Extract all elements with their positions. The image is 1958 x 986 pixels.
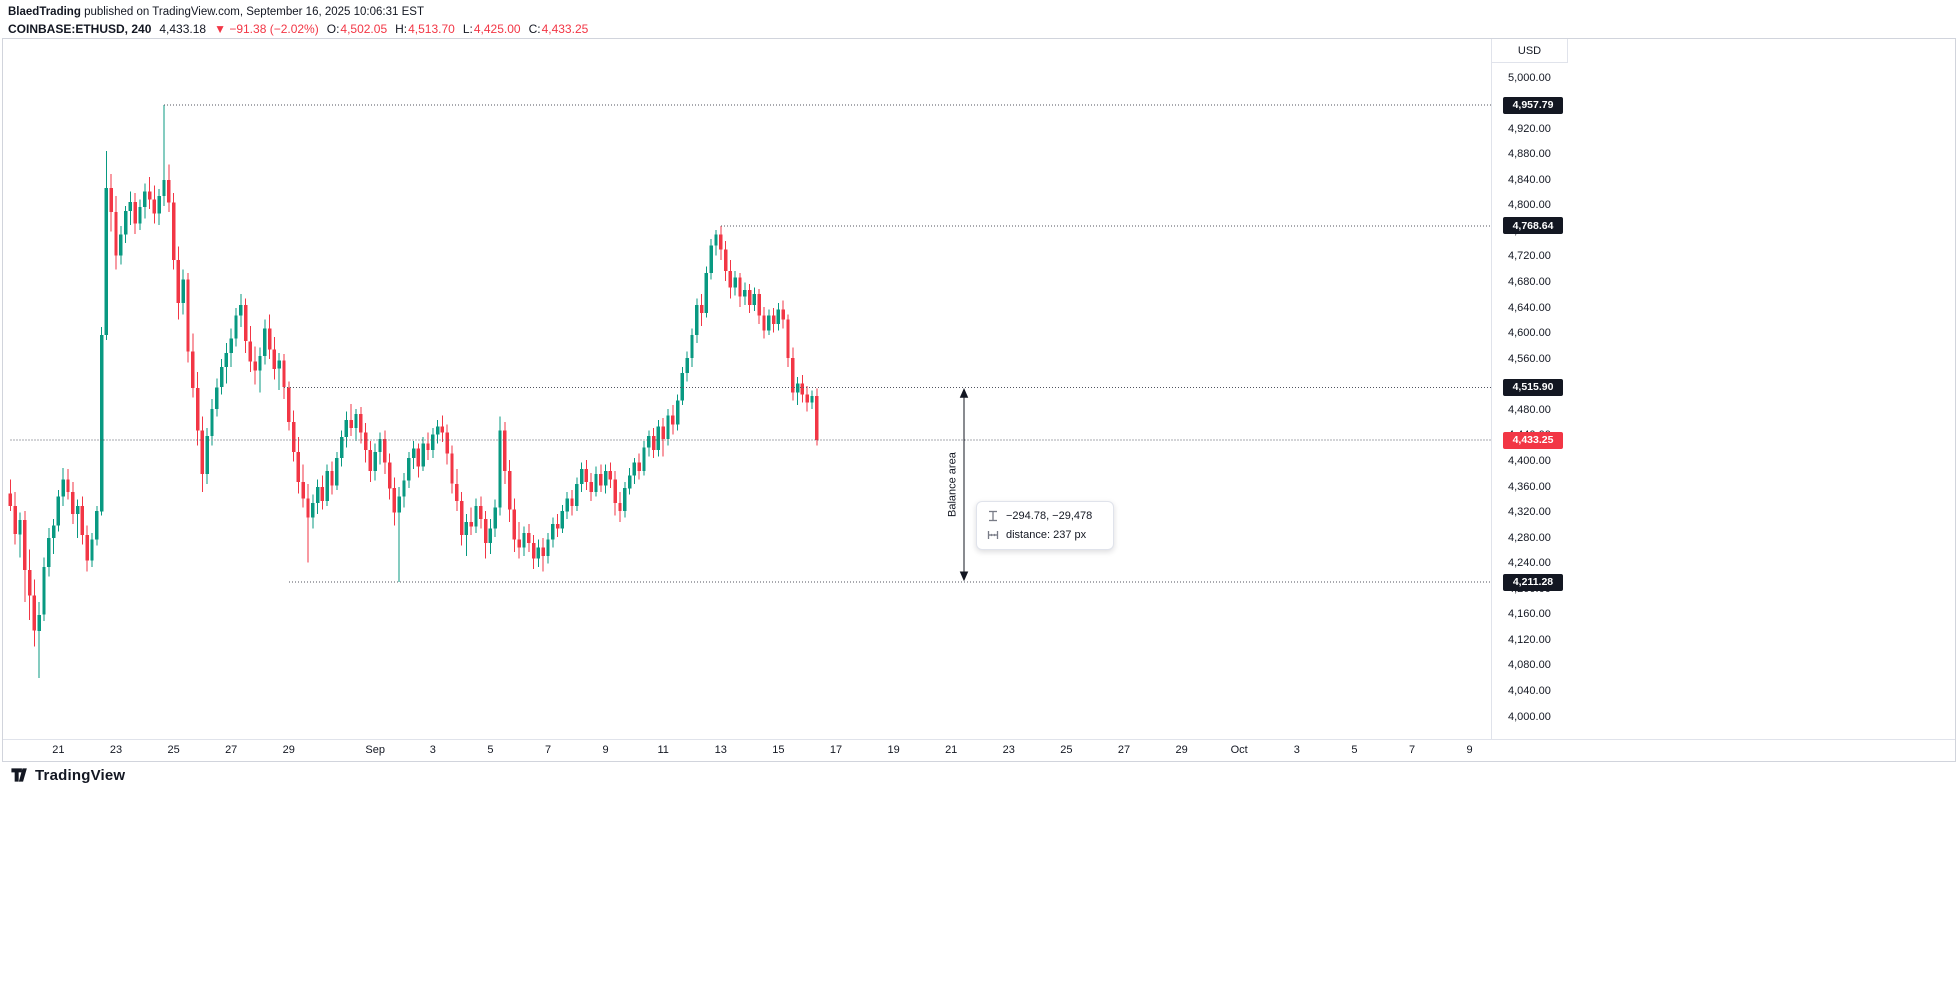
time-tick-label: 3 xyxy=(429,744,436,756)
time-tick-label: 11 xyxy=(657,744,669,756)
time-tick-label: 29 xyxy=(1175,744,1188,756)
distance-icon xyxy=(987,529,999,541)
footer: TradingView xyxy=(10,765,125,785)
open-value: O: 4,502.05 xyxy=(326,22,388,36)
price-tick-label: 4,000.00 xyxy=(1508,710,1551,723)
level-price-badge: 4,768.64 xyxy=(1503,217,1563,235)
time-tick-label: 19 xyxy=(887,744,900,756)
author-name[interactable]: BlaedTrading xyxy=(8,6,81,18)
chart-frame: USD 4,000.00 4,040.00 4,080.00 4,120.00 4,16… xyxy=(2,38,1956,762)
measure-price-row: −294.78, −29,478 xyxy=(987,510,1103,522)
attribution-line: BlaedTrading published on TradingView.co… xyxy=(8,5,588,19)
time-tick-label: Oct xyxy=(1230,744,1248,756)
price-tick-label: 4,600.00 xyxy=(1508,327,1551,340)
time-tick-label: 29 xyxy=(282,744,295,756)
time-tick-label: 23 xyxy=(109,744,123,756)
time-axis-separator xyxy=(3,739,1955,740)
last-price: 4,433.18 xyxy=(159,22,207,36)
price-tick-label: 4,800.00 xyxy=(1508,199,1551,212)
time-tick-label: 5 xyxy=(487,744,494,756)
candles-layer xyxy=(8,105,819,678)
change-value: −91.38 (−2.02%) xyxy=(229,22,319,36)
last-price-badge: 4,433.25 xyxy=(1503,431,1563,449)
time-tick-label: 5 xyxy=(1351,744,1358,756)
price-tick-label: 4,120.00 xyxy=(1508,633,1551,646)
time-tick-label: 9 xyxy=(1466,744,1473,756)
price-tick-label: 4,560.00 xyxy=(1508,352,1551,365)
balance-area-label[interactable]: Balance area xyxy=(946,452,959,518)
time-tick-label: 3 xyxy=(1293,744,1300,756)
symbol-info-line: COINBASE:ETHUSD, 240 4,433.18 ▼ −91.38 (… xyxy=(8,21,588,37)
price-tick-label: 4,920.00 xyxy=(1508,122,1551,135)
time-tick-label: 27 xyxy=(1117,744,1131,756)
price-tick-label: 4,360.00 xyxy=(1508,480,1551,493)
price-tick-label: 4,720.00 xyxy=(1508,250,1551,263)
time-tick-label: 15 xyxy=(772,744,785,756)
time-tick-label: 9 xyxy=(602,744,609,756)
close-value: C: 4,433.25 xyxy=(528,22,589,36)
measure-tooltip: −294.78, −29,478 distance: 237 px xyxy=(976,501,1114,550)
measure-values: −294.78, −29,478 xyxy=(1006,510,1093,522)
high-value: H: 4,513.70 xyxy=(395,22,455,36)
price-tick-label: 4,160.00 xyxy=(1508,608,1551,621)
time-tick-label: 7 xyxy=(544,744,552,756)
time-tick-label: 21 xyxy=(52,744,65,756)
level-price-badge: 4,957.79 xyxy=(1503,96,1563,114)
price-tick-label: 4,040.00 xyxy=(1508,684,1551,697)
published-text: published on TradingView.com, September … xyxy=(84,6,424,18)
time-tick-label: 27 xyxy=(225,744,238,756)
price-tick-label: 5,000.00 xyxy=(1508,71,1551,84)
price-tick-label: 4,080.00 xyxy=(1508,659,1551,672)
price-tick-label: 4,840.00 xyxy=(1508,173,1551,186)
price-tick-label: 4,480.00 xyxy=(1508,403,1551,416)
tradingview-logo-icon[interactable] xyxy=(10,765,30,785)
price-tick-label: 4,680.00 xyxy=(1508,276,1551,288)
symbol-title[interactable]: COINBASE:ETHUSD, 240 xyxy=(8,22,152,36)
balance-area-arrow[interactable] xyxy=(959,388,969,582)
price-change: ▼ −91.38 (−2.02%) xyxy=(214,21,319,37)
distance-value: distance: 237 px xyxy=(1006,529,1087,541)
time-tick-label: 17 xyxy=(829,744,843,756)
time-tick-label: 21 xyxy=(945,744,958,756)
price-range-icon xyxy=(987,510,999,522)
tradingview-brand[interactable]: TradingView xyxy=(35,766,126,784)
time-tick-label: 13 xyxy=(714,744,727,756)
price-tick-label: 4,640.00 xyxy=(1508,301,1551,314)
price-tick-label: 4,400.00 xyxy=(1508,454,1551,467)
price-tick-label: 4,240.00 xyxy=(1508,557,1551,570)
price-axis-separator xyxy=(1491,39,1492,739)
time-tick-label: 25 xyxy=(167,744,180,756)
price-lines-layer xyxy=(10,104,1491,583)
time-tick-label: 25 xyxy=(1060,744,1073,756)
time-tick-label: 23 xyxy=(1002,744,1015,756)
down-arrow-icon: ▼ xyxy=(214,22,226,36)
price-tick-label: 4,280.00 xyxy=(1508,531,1551,544)
low-value: L: 4,425.00 xyxy=(462,22,521,36)
measure-distance-row: distance: 237 px xyxy=(987,529,1103,541)
level-price-badge: 4,515.90 xyxy=(1503,378,1563,396)
time-tick-label: Sep xyxy=(365,744,385,756)
currency-label[interactable]: USD xyxy=(1492,39,1568,63)
price-tick-label: 4,880.00 xyxy=(1508,148,1551,161)
header: BlaedTrading published on TradingView.co… xyxy=(8,5,588,37)
candlestick-chart[interactable] xyxy=(3,39,1491,739)
level-price-badge: 4,211.28 xyxy=(1503,573,1563,591)
price-tick-label: 4,320.00 xyxy=(1508,506,1551,518)
time-tick-label: 7 xyxy=(1408,744,1416,756)
